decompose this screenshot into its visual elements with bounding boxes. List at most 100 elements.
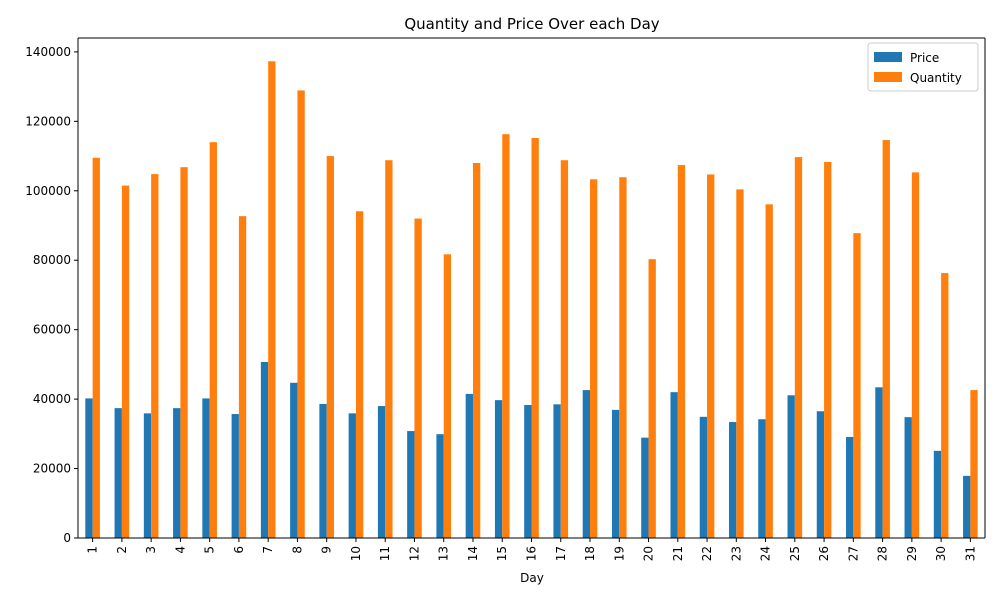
bar-quantity-day-7 [268,61,276,538]
bar-quantity-day-30 [941,273,949,538]
bar-quantity-day-14 [472,163,481,538]
bar-quantity-day-18 [590,179,598,538]
bar-quantity-day-17 [560,160,569,538]
bar-price-day-12 [407,431,415,538]
bar-price-day-20 [641,437,649,538]
legend-label-price: Price [910,51,939,65]
bar-price-day-26 [816,411,825,538]
bar-quantity-day-12 [414,218,422,538]
legend-swatch-quantity [874,72,902,82]
legend-swatch-price [874,52,902,62]
bar-quantity-day-15 [502,134,510,538]
bar-quantity-day-11 [385,160,393,538]
bar-price-day-7 [260,361,269,538]
x-tick-label-day-26: 26 [817,546,831,561]
y-tick-label: 80000 [33,253,71,267]
bar-quantity-day-13 [443,254,452,538]
bar-quantity-day-16 [531,138,539,538]
x-tick-label-day-7: 7 [261,546,275,554]
bar-price-day-19 [611,409,620,539]
bar-quantity-day-28 [882,140,890,538]
y-tick-label: 40000 [33,392,71,406]
bar-price-day-14 [465,393,473,538]
bar-price-day-5 [202,398,210,538]
bar-quantity-day-2 [121,185,130,538]
bar-quantity-day-6 [238,216,247,539]
bar-price-day-27 [846,436,854,538]
bar-price-day-31 [963,475,971,538]
legend: Price Quantity [867,42,979,92]
bar-price-day-25 [787,395,795,538]
bar-quantity-day-9 [326,156,334,538]
x-tick-label-day-6: 6 [232,546,246,554]
bar-quantity-day-25 [794,157,803,538]
bar-quantity-day-27 [853,233,861,538]
x-tick-label-day-10: 10 [349,546,363,561]
bar-price-day-16 [524,405,532,538]
bar-price-day-4 [173,408,181,538]
bar-price-day-22 [699,416,708,538]
bar-quantity-day-20 [648,259,656,538]
x-tick-label-day-11: 11 [378,546,392,561]
y-tick-label: 140000 [25,45,71,59]
x-tick-label-day-30: 30 [934,546,948,561]
x-tick-label-day-3: 3 [144,546,158,554]
bar-quantity-day-1 [92,157,100,539]
y-tick-label: 100000 [25,184,71,198]
bar-quantity-day-23 [736,189,744,538]
x-tick-label-day-25: 25 [788,546,802,561]
bar-quantity-day-26 [824,161,832,538]
x-tick-label-day-2: 2 [115,546,129,554]
x-tick-label-day-29: 29 [905,546,919,561]
bar-quantity-day-19 [619,177,627,539]
bar-price-day-1 [85,398,93,538]
x-tick-label-day-20: 20 [642,546,656,561]
bar-price-day-10 [348,413,356,538]
bar-price-day-11 [377,406,386,538]
bar-quantity-day-8 [297,90,305,539]
x-tick-label-day-15: 15 [495,546,509,561]
bar-price-day-8 [290,382,298,538]
bar-price-day-29 [904,417,912,538]
x-tick-label-day-9: 9 [320,546,334,554]
bar-price-day-28 [875,387,883,538]
x-tick-label-day-27: 27 [846,546,860,561]
y-tick-label: 20000 [33,462,71,476]
bar-price-day-13 [436,434,444,538]
x-tick-label-day-5: 5 [203,546,217,554]
x-tick-label-day-19: 19 [612,546,626,561]
bar-price-day-18 [582,390,591,538]
chart-title: Quantity and Price Over each Day [404,15,659,33]
bar-quantity-day-4 [180,167,188,539]
bar-price-day-9 [319,403,327,538]
y-tick-label: 60000 [33,323,71,337]
x-tick-label-day-17: 17 [554,546,568,561]
bar-price-day-6 [231,414,239,538]
x-tick-label-day-4: 4 [173,546,187,554]
x-tick-label-day-28: 28 [876,546,890,561]
y-tick-label: 0 [63,531,71,545]
x-tick-label-day-31: 31 [963,546,977,561]
bar-quantity-day-5 [209,142,217,539]
bar-price-day-17 [553,404,561,538]
x-tick-label-day-13: 13 [437,546,451,561]
x-tick-label-day-1: 1 [86,546,100,554]
bar-price-day-24 [758,419,766,538]
x-tick-label-day-12: 12 [407,546,421,561]
bar-quantity-day-10 [355,211,364,538]
x-tick-label-day-16: 16 [525,546,539,561]
bar-price-day-3 [143,413,152,538]
x-axis-label: Day [520,571,544,585]
bar-quantity-day-3 [151,174,159,539]
x-tick-label-day-8: 8 [290,546,304,554]
y-tick-label: 120000 [25,114,71,128]
bar-price-day-2 [114,408,122,538]
bar-quantity-day-29 [911,172,920,539]
bar-price-day-21 [670,392,678,538]
x-tick-label-day-21: 21 [671,546,685,561]
x-tick-label-day-24: 24 [759,546,773,561]
bar-quantity-day-31 [970,390,978,538]
bar-quantity-day-24 [765,204,773,538]
bar-price-day-30 [933,450,942,538]
